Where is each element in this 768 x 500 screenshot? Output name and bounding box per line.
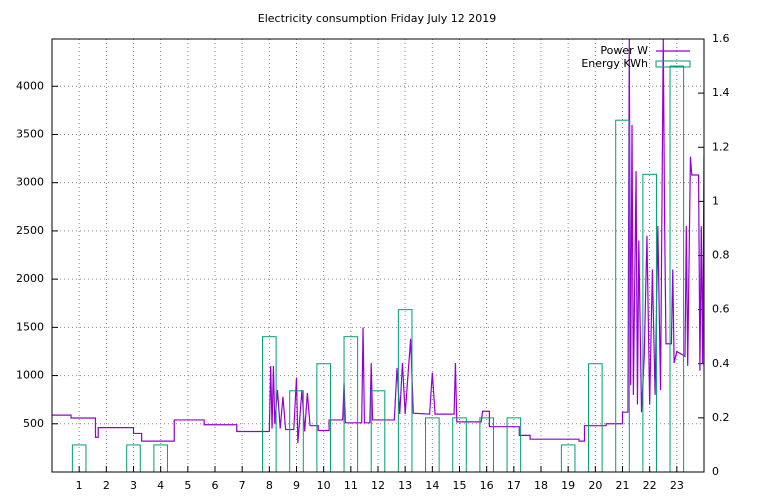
y-tick-label: 2000 <box>16 272 44 285</box>
x-tick-label: 3 <box>130 479 137 492</box>
x-tick-label: 6 <box>212 479 219 492</box>
x-tick-label: 21 <box>616 479 630 492</box>
y2-tick-label: 0.8 <box>712 249 730 262</box>
y-tick-label: 1000 <box>16 369 44 382</box>
x-tick-label: 2 <box>103 479 110 492</box>
x-tick-label: 7 <box>239 479 246 492</box>
plot-border <box>51 38 705 473</box>
y-tick-label: 3500 <box>16 127 44 140</box>
x-tick-label: 15 <box>453 479 467 492</box>
x-tick-label: 17 <box>507 479 521 492</box>
legend-label: Power W <box>600 44 648 57</box>
x-tick-label: 9 <box>293 479 300 492</box>
x-tick-label: 19 <box>561 479 575 492</box>
x-tick-label: 11 <box>344 479 358 492</box>
y-tick-label: 500 <box>23 417 44 430</box>
x-tick-label: 8 <box>266 479 273 492</box>
legend-swatch <box>655 60 691 68</box>
x-tick-label: 5 <box>184 479 191 492</box>
x-tick-label: 10 <box>317 479 331 492</box>
x-tick-label: 22 <box>643 479 657 492</box>
power-line <box>52 39 704 444</box>
x-tick-label: 1 <box>76 479 83 492</box>
x-tick-label: 12 <box>371 479 385 492</box>
y2-tick-label: 0.2 <box>712 411 730 424</box>
y2-tick-label: 1 <box>712 194 719 207</box>
legend-label: Energy KWh <box>581 57 648 70</box>
y2-tick-label: 1.4 <box>712 86 730 99</box>
x-tick-label: 23 <box>670 479 684 492</box>
y2-tick-label: 1.6 <box>712 32 730 45</box>
y2-tick-label: 0.6 <box>712 303 730 316</box>
y-tick-label: 4000 <box>16 79 44 92</box>
y-tick-label: 2500 <box>16 224 44 237</box>
x-tick-label: 18 <box>534 479 548 492</box>
y2-tick-label: 0 <box>712 465 719 478</box>
y2-tick-label: 1.2 <box>712 140 730 153</box>
x-tick-label: 4 <box>157 479 164 492</box>
y-tick-label: 1500 <box>16 320 44 333</box>
y-tick-label: 3000 <box>16 176 44 189</box>
y2-tick-label: 0.4 <box>712 357 730 370</box>
x-tick-label: 14 <box>425 479 439 492</box>
x-tick-label: 20 <box>588 479 602 492</box>
x-tick-label: 16 <box>480 479 494 492</box>
x-tick-label: 13 <box>398 479 412 492</box>
chart-title: Electricity consumption Friday July 12 2… <box>258 12 496 25</box>
